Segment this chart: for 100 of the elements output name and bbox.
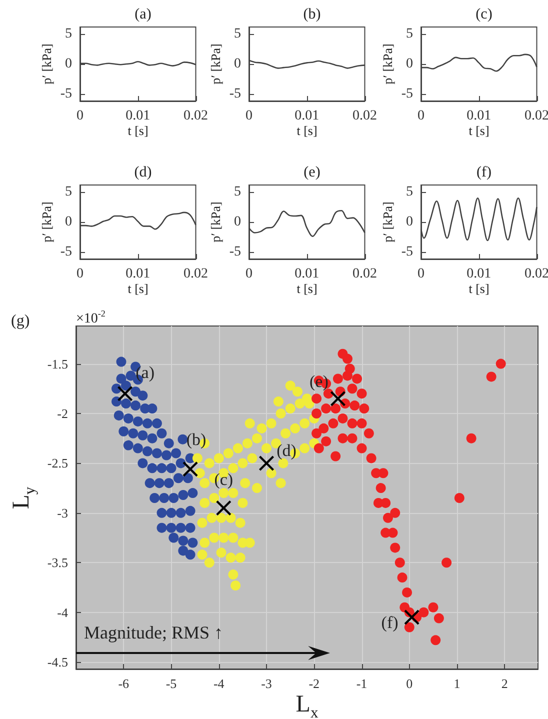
x-tick-label: 0.02 [184,108,208,124]
x-tick-label: 0.01 [294,266,320,282]
point [373,498,384,508]
x-tick-label: 2 [501,676,508,691]
x-axis-title: t [s] [128,123,148,139]
point [312,394,322,404]
point [330,404,341,414]
point [454,493,464,503]
point [314,443,324,454]
point [434,613,444,624]
point [394,558,405,568]
x-tick-label: 0.01 [126,108,150,124]
y-axis-title: p′ [kPa] [380,202,396,242]
point [321,404,332,414]
chart-title: (c) [476,6,492,22]
x-tick-label: -3 [261,676,272,691]
x-tick-label: -1 [356,676,368,691]
y-tick-label: 0 [65,56,72,72]
chart-title: (a) [134,6,152,22]
x-tick-label: 0.01 [294,108,320,124]
chart-title: (b) [303,6,321,22]
x-tick-label: 0.01 [466,266,492,282]
x-tick-label: 0.02 [524,108,548,124]
x-tick-label: 0 [418,108,424,124]
point [318,423,329,434]
chart-title: (g) [11,312,30,330]
point [321,436,332,446]
point [356,418,367,428]
x-axis-title: t [s] [468,123,490,139]
point [380,528,391,538]
y-tick-label: -5 [60,86,72,102]
point [364,428,374,438]
point [404,622,414,632]
point [342,354,352,364]
point [312,428,322,438]
y-tick-label: -2 [57,406,68,421]
point [382,512,393,523]
y-tick-label: 5 [234,26,241,42]
x-tick-label: 0.02 [184,266,208,282]
y-tick-label: 0 [234,214,241,230]
point [378,468,388,478]
x-tick-label: 0 [246,108,252,124]
y-tick-label: -5 [401,244,413,260]
point [347,418,358,428]
point [430,635,441,646]
point [118,386,133,402]
y-axis-title: p′ [kPa] [208,202,224,242]
point [330,391,346,406]
x-tick-label: 0.02 [352,266,377,282]
y-tick-label: 0 [65,214,72,230]
point [347,384,358,394]
y-tick-label: -3 [57,505,68,520]
x-tick-label: -4 [213,676,225,691]
x-tick-label: 0.01 [466,108,492,124]
y-tick-label: -5 [229,244,241,260]
y-axis-title: p′ [kPa] [39,202,55,242]
x-axis-title: t [s] [128,281,148,297]
point [404,610,420,625]
x-tick-label: -6 [118,676,130,691]
y-tick-label: 5 [65,26,72,42]
x-axis-title: t [s] [296,123,318,139]
point [359,404,370,414]
y-tick-label: -1.5 [47,356,68,372]
y-tick-label: -5 [60,244,72,260]
x-tick-label: -2 [308,676,320,691]
point [356,443,367,454]
annotation: (a) [136,362,154,383]
point [182,462,198,477]
point [352,374,362,384]
annotation: (f) [381,613,398,634]
y-tick-label: 0 [406,214,413,230]
point [342,370,352,381]
point [356,388,367,399]
y-tick-label: -5 [229,86,241,102]
point [418,607,429,618]
point [390,542,400,553]
y-tick-label: -3.5 [47,555,68,570]
chart-title: (f) [476,164,492,180]
text: ×10$^{-2}$ [76,308,106,328]
point [312,408,322,418]
point [323,388,334,399]
chart-title: (d) [134,164,152,180]
y-axis-title: p′ [kPa] [208,44,224,84]
point [347,433,358,444]
point [328,418,338,428]
point [442,558,452,568]
point [376,483,386,494]
x-tick-label: 0.02 [524,266,548,282]
y-tick-label: 0 [234,56,241,72]
x-axis-title: L$_{x}$ [296,692,318,719]
point [397,572,408,583]
y-tick-label: -5 [401,86,413,102]
annotation: Magnitude; RMS ↑ [84,622,224,644]
x-tick-label: 0.01 [126,266,150,282]
y-tick-label: 5 [65,184,72,200]
point [332,374,343,384]
point [338,433,348,444]
y-axis-title: p′ [kPa] [39,44,55,84]
point [330,451,341,462]
y-tick-label: 0 [406,56,413,72]
